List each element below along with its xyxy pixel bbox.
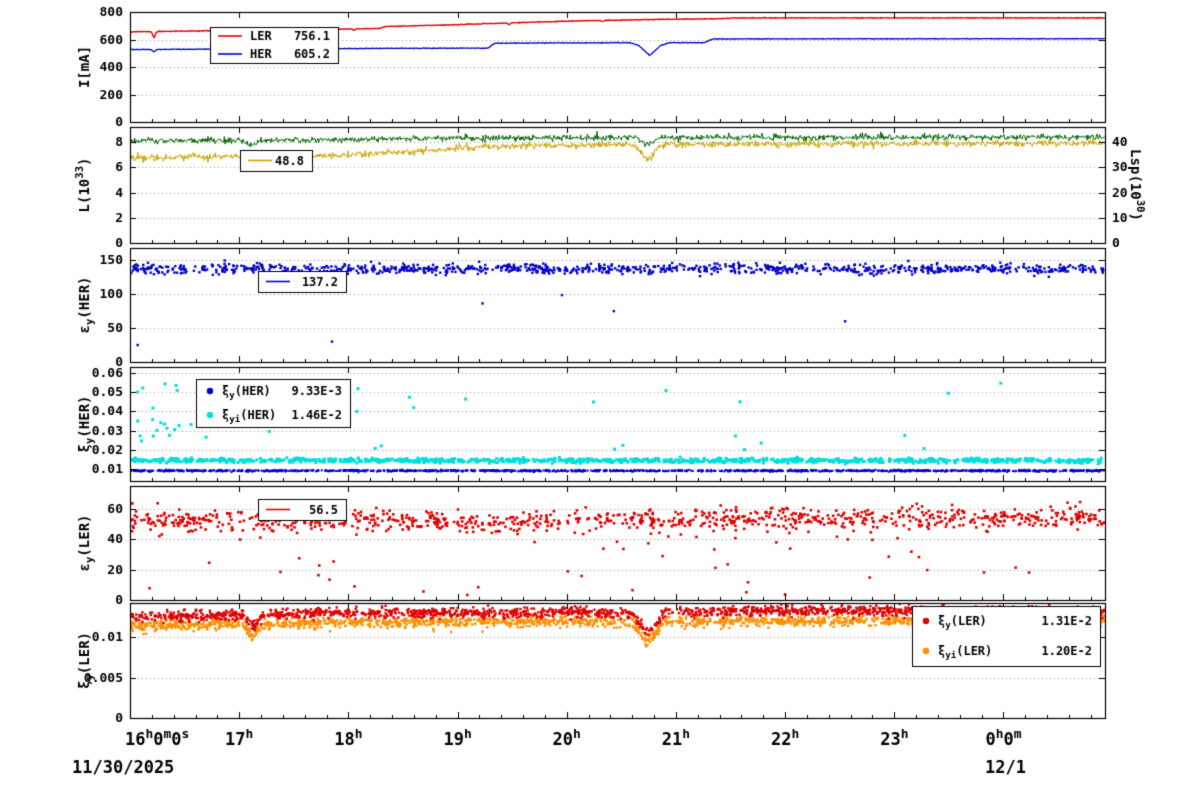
accelerator-monitor-figure <box>0 0 1200 798</box>
accelerator-monitor-chart-canvas <box>0 0 1200 798</box>
